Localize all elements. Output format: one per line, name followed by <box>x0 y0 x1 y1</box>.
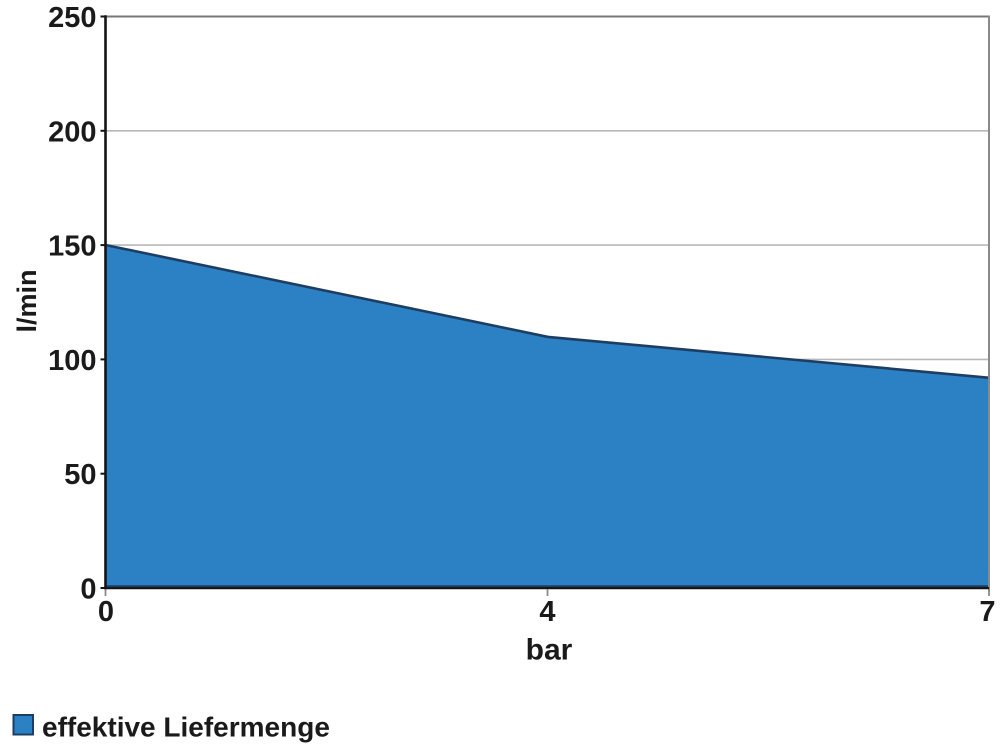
svg-text:150: 150 <box>48 231 96 263</box>
svg-text:7: 7 <box>979 596 995 628</box>
svg-text:effektive Liefermenge: effektive Liefermenge <box>42 712 330 743</box>
svg-text:l/min: l/min <box>12 269 42 332</box>
svg-text:250: 250 <box>48 2 96 34</box>
svg-text:200: 200 <box>48 116 96 148</box>
svg-text:0: 0 <box>98 596 114 628</box>
svg-text:4: 4 <box>539 596 555 628</box>
svg-text:50: 50 <box>64 459 96 491</box>
svg-text:100: 100 <box>48 345 96 377</box>
svg-text:0: 0 <box>80 574 96 606</box>
svg-text:bar: bar <box>526 634 573 667</box>
